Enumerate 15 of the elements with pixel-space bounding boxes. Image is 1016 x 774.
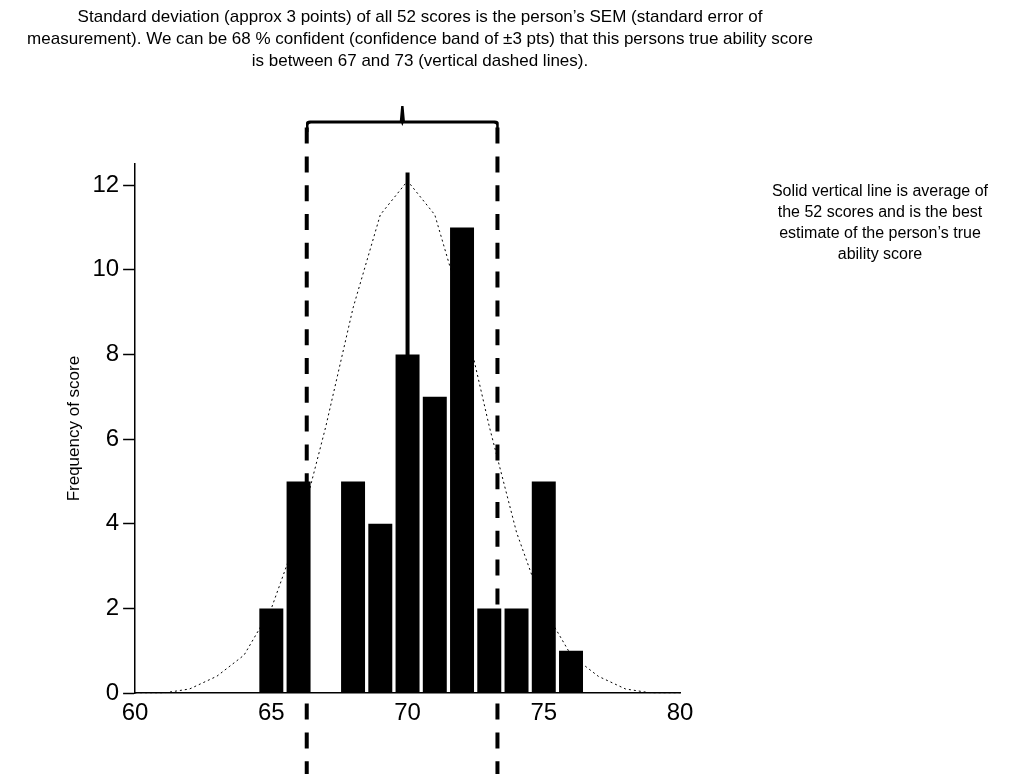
y-tick-label: 10 (92, 254, 120, 282)
x-tick-label: 80 (666, 698, 694, 726)
y-tick-label: 12 (92, 169, 120, 197)
x-tick-label: 60 (121, 698, 149, 726)
x-tick-label: 75 (530, 698, 558, 726)
y-tick-label: 8 (105, 339, 120, 367)
x-tick-label: 65 (257, 698, 285, 726)
y-tick-label: 4 (105, 508, 120, 536)
y-tick-label: 0 (105, 677, 120, 705)
text: Solid vertical line is average of the 52 scores and is the best estimate of the person’s true ability score (770, 181, 990, 264)
y-axis-title: Frequency of score (63, 355, 83, 502)
chart-title: Standard deviation (approx 3 points) of all 52 scores is the person’s SEM (standard error of measurement). We can be 68 % confident (confidence band of ±3 pts) that this persons true ability score is between 67 and 73 (vertical dashed lines). (26, 6, 814, 72)
y-tick-label: 2 (105, 593, 120, 621)
x-tick-label: 70 (394, 698, 421, 726)
y-tick-label: 6 (105, 423, 120, 451)
